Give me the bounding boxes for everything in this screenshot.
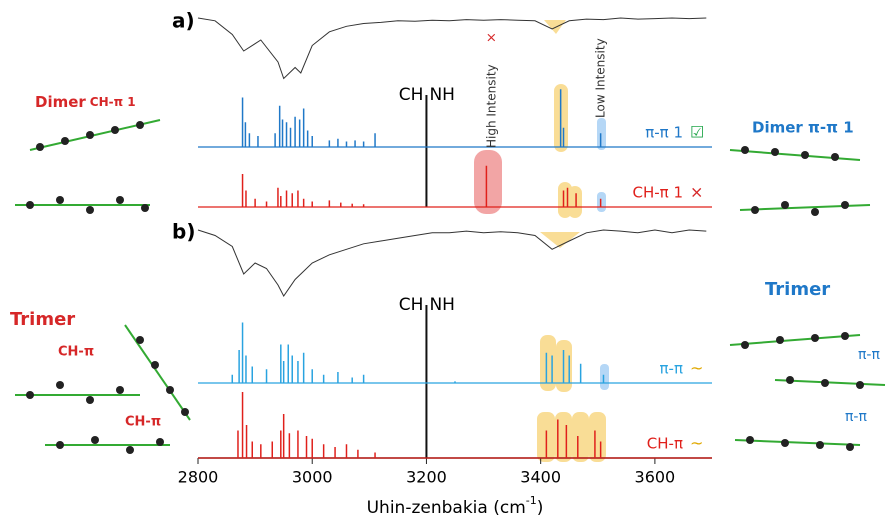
series-status: ~ — [690, 359, 703, 378]
structure-title: Dimer π-π 1 — [752, 119, 854, 137]
series-status: × — [690, 183, 703, 202]
divider-right: NH — [429, 85, 455, 105]
x-tick-label: 3200 — [406, 468, 447, 487]
structure-tag: π-π — [845, 409, 867, 425]
panel-label: b) — [172, 220, 195, 244]
molecules — [15, 120, 885, 454]
experimental-spectrum — [198, 18, 706, 79]
note-high: High Intensity — [485, 64, 499, 148]
x-tick-label: 2800 — [178, 468, 219, 487]
title-part: Dimer — [35, 93, 86, 111]
x-tick-label: 3400 — [520, 468, 561, 487]
divider-left: CH — [399, 85, 424, 105]
series-name: CH-π — [647, 435, 683, 453]
x-axis-label: Uhin-zenbakia (cm-1) — [367, 494, 544, 518]
divider-right: NH — [429, 295, 455, 315]
x-tick-label: 3000 — [292, 468, 333, 487]
figure: Uhin-zenbakia (cm-1) 2800 3000 3200 3400 360… — [0, 0, 895, 523]
structure-tag: CH-π — [58, 345, 94, 360]
series-name: CH-π 1 — [632, 184, 683, 202]
structure-title: Trimer — [765, 279, 830, 300]
divider-left: CH — [399, 295, 424, 315]
series-status: ☑ — [690, 123, 704, 142]
experimental-spectrum — [198, 230, 706, 296]
note-low: Low Intensity — [594, 38, 608, 118]
panel-label: a) — [172, 9, 195, 33]
x-tick-label: 3600 — [635, 468, 676, 487]
series-name: π-π — [660, 360, 683, 378]
structure-tag: CH-π — [125, 415, 161, 430]
note-high-mark: × — [485, 32, 500, 43]
title-tag: CH-π 1 — [90, 95, 136, 109]
series-status: ~ — [690, 434, 703, 453]
structure-title: Trimer — [10, 309, 75, 330]
structure-title: Dimer CH-π 1 — [35, 93, 136, 111]
series-name: π-π 1 — [645, 124, 683, 142]
structure-tag: π-π — [858, 347, 880, 363]
